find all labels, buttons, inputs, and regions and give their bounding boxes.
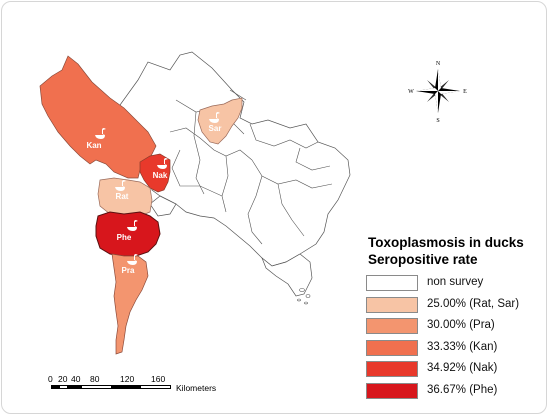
legend-swatch <box>366 339 418 356</box>
duck-icon <box>95 128 106 139</box>
boundary-line <box>169 127 253 161</box>
compass-highlight <box>438 91 460 94</box>
legend-label: non survey <box>427 276 484 288</box>
legend: Toxoplasmosis in ducks Seropositive rate… <box>366 234 546 403</box>
legend-swatch <box>366 382 418 399</box>
scale-tick: 40 <box>71 374 81 384</box>
province-label-nak: Nak <box>153 171 168 180</box>
scale-unit-label: Kilometers <box>176 383 217 393</box>
legend-label: 36.67% (Phe) <box>427 383 498 396</box>
duck-icon <box>209 112 220 123</box>
boundary-line <box>295 147 331 171</box>
compass-w-label: W <box>408 89 414 95</box>
province-label-pra: Pra <box>122 266 135 275</box>
boundary-line <box>277 183 305 237</box>
scale-segment <box>67 386 82 388</box>
compass-s-label: S <box>436 118 439 124</box>
legend-item: 36.67% (Phe) <box>366 382 546 402</box>
boundary-line <box>171 149 223 197</box>
legend-label: 30.00% (Pra) <box>427 319 495 331</box>
province-pra[interactable] <box>111 253 149 355</box>
scale-bar-graphic <box>51 385 171 389</box>
island <box>305 294 311 298</box>
legend-item: 34.92% (Nak) <box>366 360 546 380</box>
province-sar[interactable] <box>197 97 243 145</box>
legend-swatch <box>366 361 418 377</box>
duck-icon <box>157 158 168 169</box>
province-nak[interactable] <box>139 153 171 193</box>
province-label-phe: Phe <box>117 233 132 242</box>
boundary-line <box>247 175 263 245</box>
legend-title: Toxoplasmosis in ducks Seropositive rate <box>368 234 546 268</box>
legend-label: 34.92% (Nak) <box>427 362 498 374</box>
boundary-line <box>193 111 205 195</box>
island <box>304 301 308 305</box>
scale-tick: 160 <box>151 374 166 384</box>
island <box>297 298 301 302</box>
boundary-line <box>251 159 333 189</box>
legend-title-line1: Toxoplasmosis in ducks <box>368 235 524 250</box>
legend-label: 33.33% (Kan) <box>427 340 498 353</box>
scale-segment <box>52 386 60 388</box>
non-survey-region <box>117 51 351 297</box>
duck-icon <box>115 180 126 191</box>
compass-e-label: E <box>463 89 467 95</box>
scale-tick: 120 <box>120 374 135 384</box>
legend-swatch <box>366 318 418 334</box>
legend-label: 25.00% (Rat, Sar) <box>427 297 520 310</box>
legend-item: 33.33% (Kan) <box>366 339 546 359</box>
east-coast-provinces <box>261 253 313 297</box>
legend-swatch <box>366 296 418 313</box>
legend-item: non survey <box>366 274 546 294</box>
scale-tick: 20 <box>58 374 68 384</box>
province-label-kan: Kan <box>86 141 101 150</box>
scale-segment <box>111 386 141 388</box>
boundary-line <box>229 89 247 101</box>
islands <box>297 288 311 305</box>
compass-highlight <box>435 91 438 113</box>
boundary-line <box>221 155 229 213</box>
province-rat[interactable] <box>97 177 153 217</box>
boundary-line <box>249 123 319 149</box>
duck-icon <box>127 220 138 231</box>
duck-icon <box>127 254 138 265</box>
legend-swatch <box>366 275 418 291</box>
legend-item: 25.00% (Rat, Sar) <box>366 296 546 316</box>
scale-tick: 0 <box>48 374 53 384</box>
compass-highlight <box>438 69 441 91</box>
legend-title-line2: Seropositive rate <box>368 252 478 267</box>
scale-bar: 0 20 40 80 120 160 Kilometers <box>45 374 245 404</box>
province-label-sar: Sar <box>209 124 222 133</box>
compass-n-label: N <box>436 61 441 67</box>
island <box>299 288 305 292</box>
scale-tick: 80 <box>90 374 100 384</box>
province-phe[interactable] <box>95 211 161 257</box>
duck-icons <box>95 112 220 265</box>
province-boundaries <box>169 89 333 245</box>
province-label-rat: Rat <box>116 192 129 201</box>
legend-item: 30.00% (Pra) <box>366 317 546 337</box>
compass-highlight <box>416 88 438 91</box>
compass-rose: N S E W <box>408 61 467 124</box>
